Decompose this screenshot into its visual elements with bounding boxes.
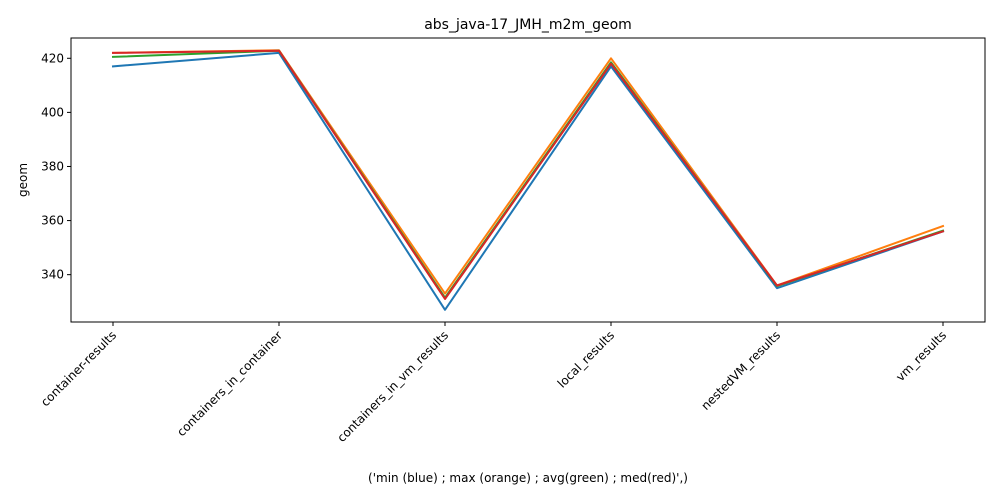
plot-frame xyxy=(70,37,986,323)
plot-area: 340 360 380 400 420 container-results containe… xyxy=(38,37,986,445)
x-tick-label: containers_in_container xyxy=(174,328,285,439)
series-line-1 xyxy=(111,51,945,311)
x-tick-label: vm_results xyxy=(893,328,949,384)
y-tick-label: 400 xyxy=(41,105,64,119)
x-axis-label: ('min (blue) ; max (orange) ; avg(green)… xyxy=(368,471,688,485)
y-tick-label: 380 xyxy=(41,159,64,173)
series-line-3 xyxy=(111,49,945,299)
chart-title: abs_java-17_JMH_m2m_geom xyxy=(424,17,632,33)
x-tick-label: nestedVM_results xyxy=(698,328,783,413)
x-tick-label: containers_in_vm_results xyxy=(334,328,451,445)
x-tick-label: local_results xyxy=(555,328,617,390)
y-axis-label: geom xyxy=(16,163,30,197)
x-tick-label: container-results xyxy=(38,328,119,409)
y-tick-label: 360 xyxy=(41,214,64,228)
series-line-2 xyxy=(111,49,945,295)
y-tick-label: 420 xyxy=(41,51,64,65)
y-tick-label: 340 xyxy=(41,268,64,282)
series-line-4 xyxy=(111,49,945,300)
